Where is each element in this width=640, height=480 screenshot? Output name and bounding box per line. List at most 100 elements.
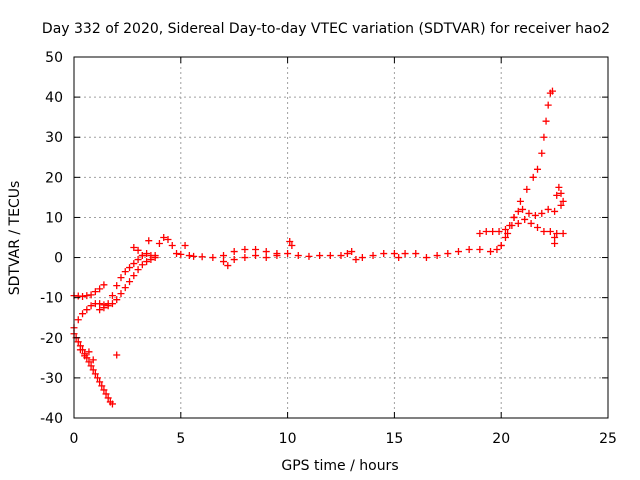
data-point xyxy=(85,358,93,366)
data-point xyxy=(113,296,121,304)
x-tick-label: 0 xyxy=(70,431,79,447)
data-point xyxy=(87,291,95,299)
data-point xyxy=(113,351,121,359)
data-point xyxy=(143,250,151,258)
data-point xyxy=(151,252,159,260)
data-point xyxy=(316,252,324,260)
y-tick-label: 0 xyxy=(54,251,63,267)
data-point xyxy=(79,310,87,318)
data-point xyxy=(121,284,129,292)
data-point xyxy=(487,248,495,256)
data-point xyxy=(168,242,176,250)
data-point xyxy=(104,394,112,402)
data-point xyxy=(551,234,559,241)
data-point xyxy=(527,219,535,227)
data-point xyxy=(108,400,116,408)
data-point xyxy=(337,252,345,260)
data-point xyxy=(542,117,550,125)
data-point xyxy=(220,252,228,260)
data-point xyxy=(395,254,403,262)
data-point xyxy=(412,250,420,258)
data-point xyxy=(501,234,509,241)
data-point xyxy=(134,256,142,264)
data-point xyxy=(83,292,91,300)
x-axis-label: GPS time / hours xyxy=(281,458,398,474)
data-point xyxy=(551,207,559,215)
data-point xyxy=(352,256,360,264)
data-point xyxy=(288,242,296,250)
data-point xyxy=(160,234,168,241)
data-point xyxy=(96,306,104,314)
y-tick-labels: -40 -30 -20 -10 0 10 20 30 40 50 xyxy=(40,50,63,427)
y-tick-label: 40 xyxy=(45,90,63,106)
data-point xyxy=(476,229,484,237)
data-point xyxy=(85,348,93,356)
data-point xyxy=(185,252,193,260)
data-point xyxy=(390,250,398,258)
data-point xyxy=(96,378,104,386)
data-point xyxy=(130,244,138,252)
data-point xyxy=(190,252,198,260)
data-point xyxy=(369,252,377,260)
data-point xyxy=(143,258,151,266)
data-point xyxy=(177,250,185,258)
data-point xyxy=(230,248,238,256)
y-tick-label: 50 xyxy=(45,50,63,66)
data-point xyxy=(87,362,95,370)
data-point xyxy=(534,223,542,231)
data-point xyxy=(121,268,129,276)
data-point xyxy=(510,213,518,221)
data-point xyxy=(126,264,134,272)
x-tick-label: 20 xyxy=(492,431,510,447)
data-point xyxy=(540,133,548,141)
data-point xyxy=(83,306,91,314)
data-point xyxy=(523,185,531,193)
data-point xyxy=(134,266,142,274)
data-point xyxy=(96,285,104,293)
data-point xyxy=(230,256,238,264)
data-point xyxy=(145,237,153,245)
data-point xyxy=(173,250,181,258)
data-point xyxy=(519,205,527,213)
data-point xyxy=(559,197,567,205)
data-point xyxy=(433,252,441,260)
data-point xyxy=(252,246,260,254)
data-point xyxy=(553,191,561,199)
data-point xyxy=(134,246,142,254)
data-point xyxy=(209,254,217,262)
data-point xyxy=(521,215,529,223)
data-point xyxy=(544,101,552,109)
x-tick-label: 10 xyxy=(279,431,297,447)
data-point xyxy=(348,248,356,256)
data-point xyxy=(74,338,82,346)
data-point xyxy=(113,282,121,290)
data-point xyxy=(422,254,430,262)
data-point xyxy=(380,250,388,258)
data-point xyxy=(525,209,533,217)
data-point xyxy=(531,211,539,219)
data-point xyxy=(538,149,546,157)
data-point xyxy=(551,240,559,248)
y-tick-label: -30 xyxy=(40,371,63,387)
data-point xyxy=(138,261,146,269)
grid-lines xyxy=(74,57,608,418)
data-point xyxy=(74,316,82,324)
data-point xyxy=(516,197,524,205)
y-tick-label: -20 xyxy=(40,331,63,347)
data-point xyxy=(164,236,172,244)
data-point xyxy=(493,246,501,254)
y-tick-label: 20 xyxy=(45,170,63,186)
data-point xyxy=(504,229,512,237)
data-point xyxy=(89,366,97,374)
data-point xyxy=(100,281,108,289)
data-point xyxy=(555,183,563,191)
data-point xyxy=(138,252,146,260)
data-point xyxy=(482,227,490,235)
data-point xyxy=(117,290,125,298)
data-point xyxy=(79,292,87,300)
data-point xyxy=(534,165,542,173)
data-point xyxy=(181,242,189,250)
data-point xyxy=(220,258,228,266)
data-point xyxy=(544,205,552,213)
